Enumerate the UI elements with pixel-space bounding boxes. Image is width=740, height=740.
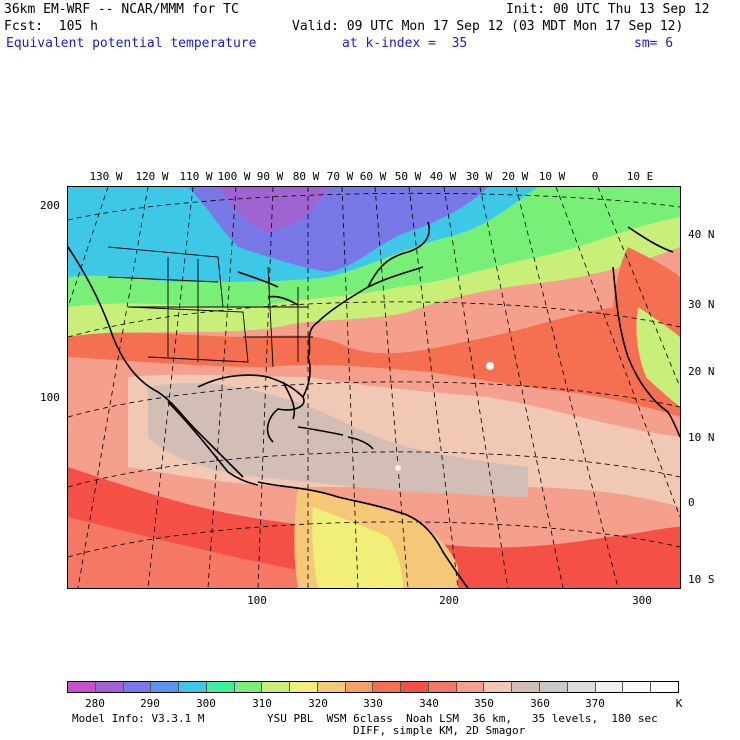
colorbar-swatch: [179, 682, 207, 692]
model-info: Model Info: V3.3.1 M: [72, 712, 205, 725]
physics-info: YSU PBL WSM 6class Noah LSM 36 km, 35 le…: [267, 712, 658, 725]
lon-label: 10 W: [538, 170, 566, 183]
lon-label: 10 E: [626, 170, 654, 183]
colorbar-swatch: [290, 682, 318, 692]
lon-label: 130 W: [89, 170, 123, 183]
storm-center-caribbean: [395, 465, 401, 471]
colorbar-label: 310: [252, 697, 272, 710]
colorbar-swatch: [540, 682, 568, 692]
band-280: [218, 187, 328, 232]
colorbar-swatch: [234, 682, 263, 692]
colorbar-swatch: [373, 682, 402, 692]
valid-time: Valid: 09 UTC Mon 17 Sep 12 (03 MDT Mon …: [292, 19, 684, 34]
colorbar-label: 370: [585, 697, 605, 710]
smoothing: sm= 6: [634, 36, 674, 51]
colorbar-label: 320: [308, 697, 328, 710]
band-335: [68, 517, 468, 588]
lon-label: 110 W: [179, 170, 213, 183]
colorbar-swatch: [512, 682, 541, 692]
colorbar-swatch: [151, 682, 180, 692]
lat-label: 40 N: [688, 228, 715, 241]
colorbar-swatch: [123, 682, 152, 692]
init-time: Init: 00 UTC Thu 13 Sep 12: [506, 2, 710, 17]
band-325: [312, 507, 403, 588]
grid-x-label: 300: [632, 594, 652, 607]
band-340: [68, 297, 680, 417]
sahara-green: [636, 307, 680, 407]
lon-label: 20 W: [501, 170, 529, 183]
colorbar-label: 360: [530, 697, 550, 710]
lon-label: 100 W: [217, 170, 251, 183]
grid-y-label: 200: [40, 199, 60, 212]
lon-label: 90 W: [256, 170, 284, 183]
diffusion-info: DIFF, simple KM, 2D Smagor: [353, 724, 526, 737]
graticule: [68, 187, 680, 588]
colorbar-swatch: [68, 682, 96, 692]
grid-x-label: 200: [439, 594, 459, 607]
map-canvas: [68, 187, 680, 588]
colorbar-swatch: [651, 682, 678, 692]
colorbar-unit: K: [675, 697, 683, 710]
colorbar-label: 350: [474, 697, 494, 710]
lat-label: 30 N: [688, 298, 715, 311]
colorbar-swatch: [262, 682, 291, 692]
lon-label: 50 W: [394, 170, 422, 183]
lat-label: 10 S: [688, 573, 715, 586]
lon-label: 120 W: [135, 170, 169, 183]
model-title: 36km EM-WRF -- NCAR/MMM for TC: [4, 2, 239, 17]
colorbar-label: 340: [419, 697, 439, 710]
field-name: Equivalent potential temperature: [6, 36, 257, 51]
colorbar-swatch: [401, 682, 429, 692]
state-boundaries: [107, 246, 313, 368]
colorbar-swatch: [428, 682, 457, 692]
colorbar-label: 280: [85, 697, 105, 710]
grid-x-label: 100: [247, 594, 267, 607]
lat-label: 20 N: [688, 365, 715, 378]
colorbar-swatch: [345, 682, 374, 692]
lon-label: 60 W: [359, 170, 387, 183]
colorbar-label: 290: [140, 697, 160, 710]
band-360: [148, 382, 528, 497]
lon-label: 30 W: [465, 170, 493, 183]
level-index: at k-index = 35: [342, 36, 468, 51]
colorbar-label: 300: [196, 697, 216, 710]
lon-label: 70 W: [326, 170, 354, 183]
lon-label: 40 W: [429, 170, 457, 183]
colorbar-swatch: [456, 682, 485, 692]
colorbar-label: 330: [363, 697, 383, 710]
colorbar-swatch: [206, 682, 235, 692]
grid-y-label: 100: [40, 391, 60, 404]
lat-label: 10 N: [688, 431, 715, 444]
colorbar-swatch: [317, 682, 346, 692]
storm-center-atlantic: [486, 362, 494, 370]
lat-label: 0: [688, 496, 695, 509]
colorbar-swatch: [567, 682, 596, 692]
colorbar-swatch: [484, 682, 513, 692]
forecast-hour: Fcst: 105 h: [4, 19, 98, 34]
colorbar: [67, 681, 679, 693]
theta-e-map: [67, 186, 681, 589]
colorbar-swatch: [623, 682, 652, 692]
colorbar-swatch: [95, 682, 124, 692]
lon-label: 80 W: [292, 170, 320, 183]
coastlines: [68, 221, 680, 588]
lon-label: 0: [591, 170, 599, 183]
colorbar-swatch: [595, 682, 624, 692]
